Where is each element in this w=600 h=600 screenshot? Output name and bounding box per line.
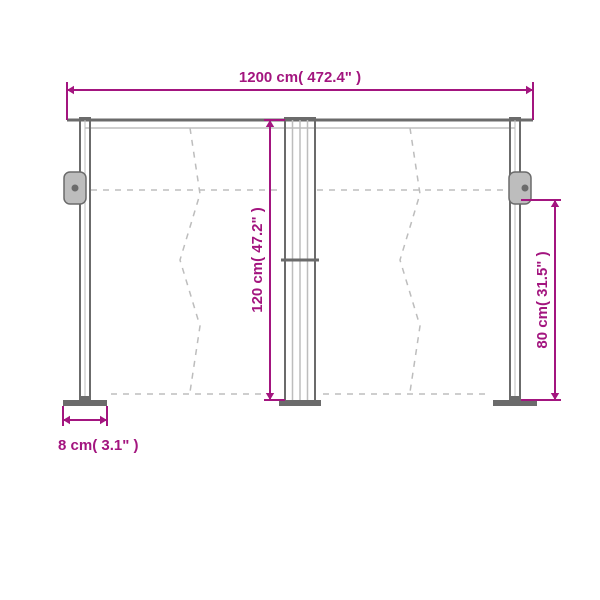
right-handle-knob <box>522 185 529 192</box>
arrowhead-down <box>266 393 274 400</box>
arrowhead-right <box>526 86 533 94</box>
dim-width-label: 1200 cm( 472.4" ) <box>239 69 361 86</box>
arrowhead-left <box>67 86 74 94</box>
arrowhead-down <box>551 393 559 400</box>
fabric-break-0 <box>180 128 200 392</box>
fabric-break-1 <box>400 128 420 392</box>
dimension-diagram: 1200 cm( 472.4" ) 120 cm( 47.2" ) 80 cm( 3… <box>0 0 600 600</box>
left-foot <box>63 400 107 406</box>
dim-h120-label: 120 cm( 47.2" ) <box>249 207 266 313</box>
left-handle-knob <box>72 185 79 192</box>
dim-h80-label: 80 cm( 31.5" ) <box>534 251 551 348</box>
arrowhead-up <box>551 200 559 207</box>
dim-foot-label: 8 cm( 3.1" ) <box>58 437 138 454</box>
right-foot-neck <box>511 396 519 400</box>
arrowhead-right <box>100 416 107 424</box>
center-foot <box>279 400 321 406</box>
arrowhead-left <box>63 416 70 424</box>
left-foot-neck <box>81 396 89 400</box>
